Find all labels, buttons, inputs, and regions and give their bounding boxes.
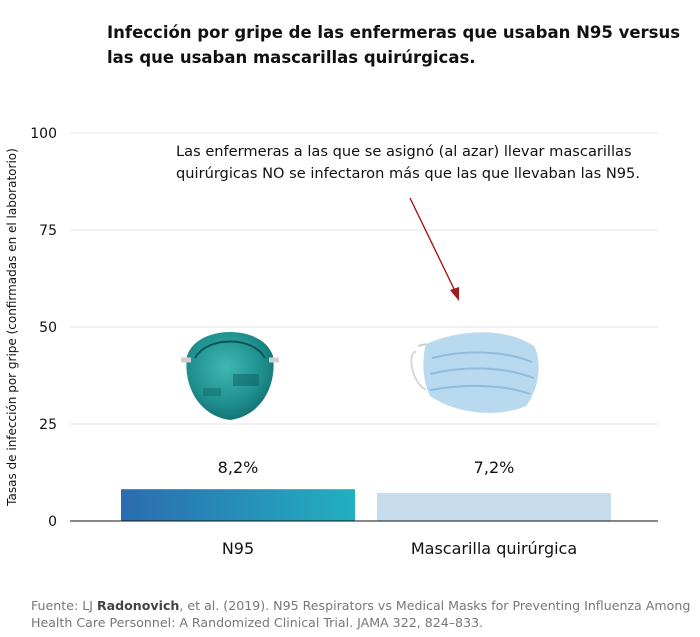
data-label: 7,2% — [474, 458, 515, 477]
data-label: 8,2% — [218, 458, 259, 477]
bar-surgical — [377, 493, 611, 521]
bar-n95 — [121, 489, 355, 521]
annotation-arrow — [409, 197, 459, 301]
y-tick-label: 100 — [30, 126, 57, 142]
surgical-mask-icon — [410, 332, 539, 413]
y-tick-label: 75 — [39, 223, 57, 239]
bars — [121, 489, 611, 521]
axes: 0 25 50 75 100 Tasas de infección por gripe (… — [5, 126, 658, 558]
y-tick-label: 50 — [39, 320, 57, 336]
source-author: Radonovich — [96, 598, 180, 613]
n95-respirator-icon — [181, 332, 279, 420]
y-axis-label: Tasas de infección por gripe (confirmada… — [5, 148, 19, 507]
chart-title-line-1: Infección por gripe de las enfermeras qu… — [107, 23, 681, 42]
x-tick-label: Mascarilla quirúrgica — [411, 539, 577, 558]
chart-title-line-2: las que usaban mascarillas quirúrgicas. — [107, 48, 476, 67]
y-tick-label: 0 — [48, 514, 57, 530]
arrow-head — [450, 287, 459, 301]
source-citation: Fuente: LJ Radonovich, et al. (2019). N9… — [31, 597, 700, 631]
annotation-line-1: Las enfermeras a las que se asignó (al a… — [176, 143, 632, 160]
source-rest: , et al. (2019). N95 Respirators vs Medi… — [179, 598, 691, 613]
annotation-line-2: quirúrgicas NO se infectaron más que las… — [176, 165, 640, 182]
source-prefix: Fuente: LJ — [31, 598, 97, 613]
gridlines — [70, 132, 658, 425]
arrow-line — [409, 197, 457, 294]
source-line-2: Health Care Personnel: A Randomized Clin… — [31, 615, 484, 630]
chart-title: Infección por gripe de las enfermeras qu… — [107, 20, 681, 70]
chart-annotation: Las enfermeras a las que se asignó (al a… — [176, 141, 696, 185]
x-tick-label: N95 — [222, 539, 254, 558]
y-tick-label: 25 — [39, 417, 57, 433]
source-line-1: Fuente: LJ Radonovich, et al. (2019). N9… — [31, 597, 700, 614]
